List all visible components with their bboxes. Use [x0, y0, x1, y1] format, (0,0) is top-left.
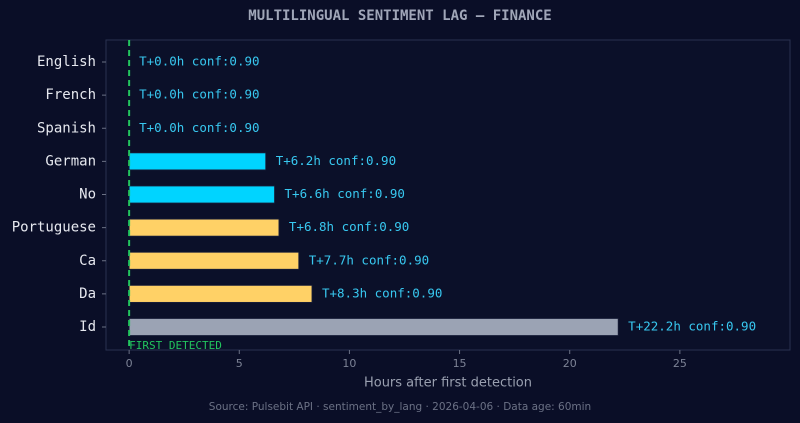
x-tick-label: 25	[673, 357, 687, 370]
x-tick-label: 0	[126, 357, 133, 370]
data-label: T+7.7h conf:0.90	[309, 252, 429, 267]
source-note: Source: Pulsebit API · sentiment_by_lang…	[209, 401, 591, 413]
data-label: T+0.0h conf:0.90	[139, 120, 259, 135]
y-tick-label: French	[45, 87, 96, 103]
x-axis-label: Hours after first detection	[364, 376, 532, 391]
y-tick-label: Da	[79, 286, 96, 302]
x-tick-label: 5	[236, 357, 243, 370]
y-tick-label: Id	[79, 319, 96, 335]
y-tick-label: No	[79, 187, 96, 203]
y-tick-label: German	[45, 153, 96, 169]
reference-label: FIRST DETECTED	[129, 339, 222, 352]
data-label: T+8.3h conf:0.90	[322, 285, 442, 300]
bar	[128, 284, 313, 303]
bar	[128, 152, 267, 171]
x-tick-label: 10	[342, 357, 356, 370]
bar	[128, 185, 275, 204]
y-tick-label: Portuguese	[12, 220, 96, 236]
y-tick-label: Ca	[79, 253, 96, 269]
x-tick-label: 20	[563, 357, 577, 370]
bar	[128, 251, 300, 270]
data-label: T+6.2h conf:0.90	[276, 153, 396, 168]
x-tick-label: 15	[453, 357, 467, 370]
data-label: T+0.0h conf:0.90	[139, 87, 259, 102]
y-tick-label: Spanish	[37, 120, 96, 136]
bar	[128, 318, 619, 336]
y-tick-label: English	[37, 54, 96, 70]
data-label: T+6.8h conf:0.90	[289, 219, 409, 234]
data-label: T+0.0h conf:0.90	[139, 54, 259, 69]
bar	[128, 218, 280, 237]
chart-title: MULTILINGUAL SENTIMENT LAG — FINANCE	[248, 8, 551, 24]
data-label: T+22.2h conf:0.90	[628, 319, 756, 334]
data-label: T+6.6h conf:0.90	[285, 186, 405, 201]
